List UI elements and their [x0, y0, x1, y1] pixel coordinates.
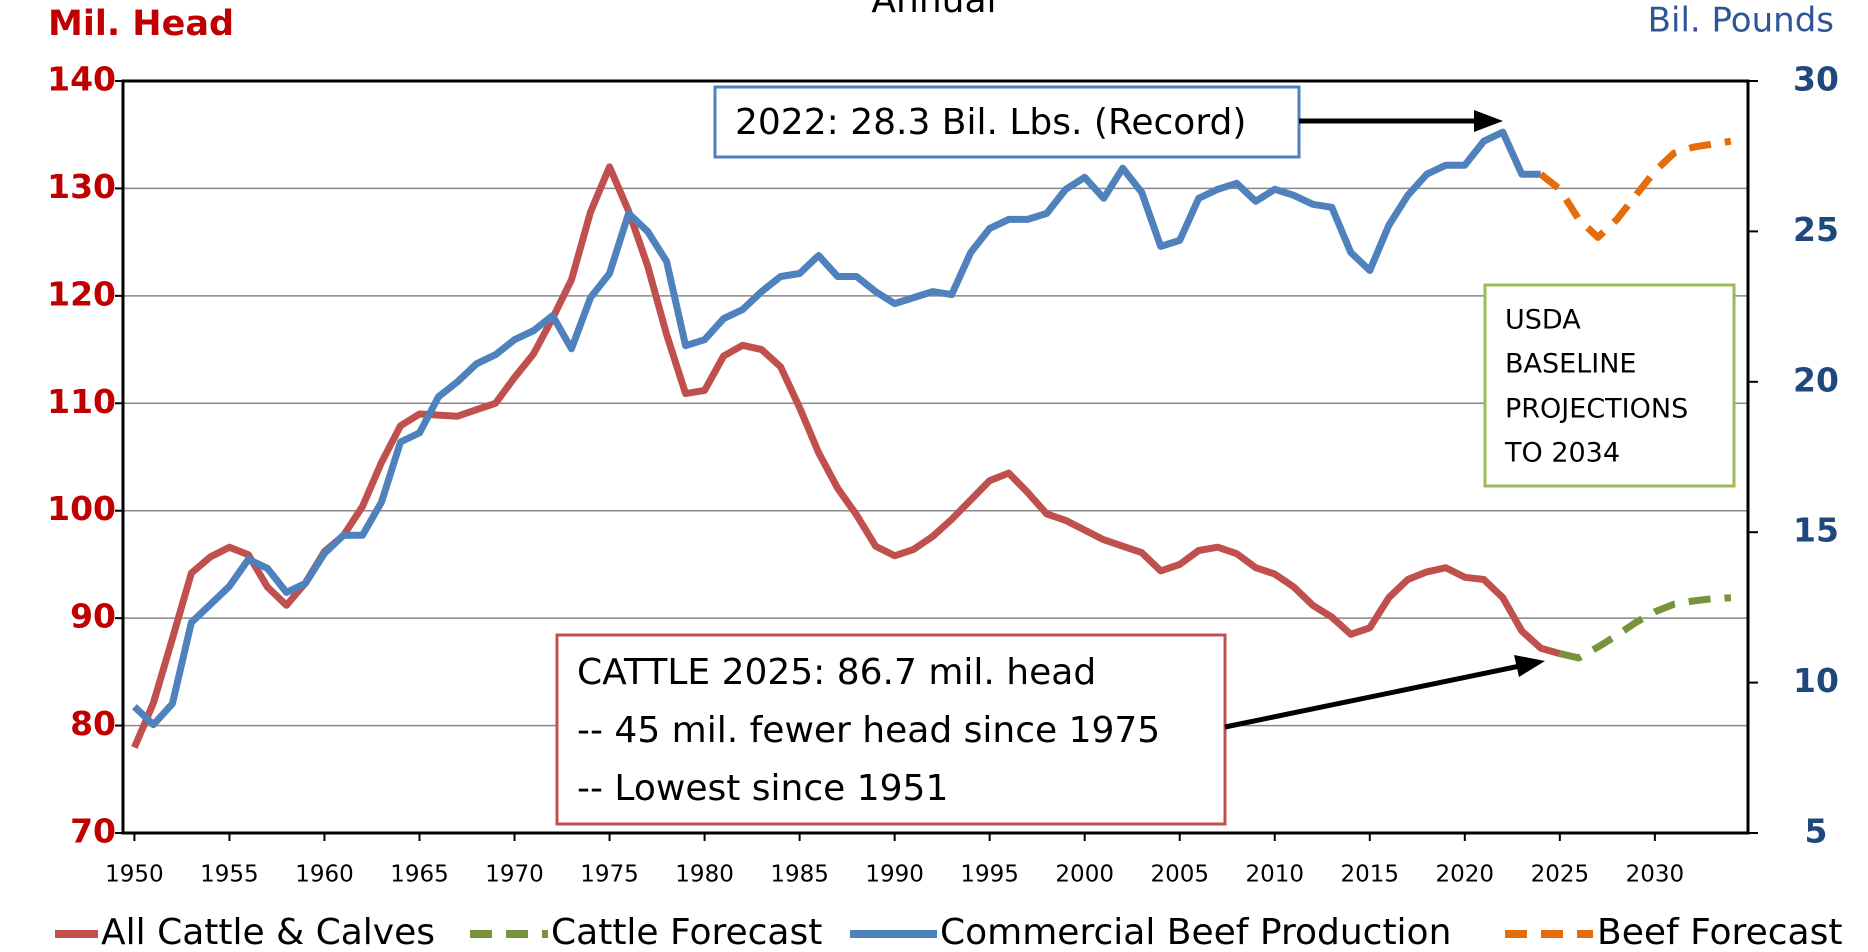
legend: All Cattle & Calves Cattle Forecast Commer… [55, 912, 1842, 952]
x-tick-label: 1990 [865, 862, 924, 888]
x-tick-label: 2025 [1531, 862, 1590, 888]
chart-title: Annual [871, 0, 996, 21]
x-tick-label: 1970 [485, 862, 544, 888]
y-tick-label: 90 [70, 597, 116, 636]
y2-tick-label: 25 [1793, 210, 1839, 249]
arrow [1224, 662, 1526, 730]
y2-tick-label: 20 [1793, 360, 1839, 399]
arrow-head [1474, 110, 1503, 132]
y-axis-title: Mil. Head [48, 4, 234, 44]
usda-box [1483, 283, 1736, 488]
usda-text: BASELINE [1505, 349, 1636, 380]
y-tick-label: 80 [70, 704, 116, 743]
y2-tick-label: 30 [1793, 60, 1839, 99]
x-tick-label: 2020 [1436, 862, 1495, 888]
x-tick-label: 2005 [1150, 862, 1209, 888]
cattle-text: CATTLE 2025: 86.7 mil. head [577, 652, 1096, 693]
record-text: 2022: 28.3 Bil. Lbs. (Record) [735, 102, 1246, 143]
y-tick-label: 100 [47, 489, 116, 528]
y2-tick-label: 10 [1793, 661, 1839, 700]
series-line [131, 128, 1541, 729]
x-tick-label: 1950 [105, 862, 164, 888]
legend-label: All Cattle & Calves [101, 912, 435, 952]
x-tick-label: 2010 [1245, 862, 1304, 888]
y-tick-label: 110 [47, 382, 116, 421]
y2-axis-title: Bil. Pounds [1648, 1, 1834, 41]
series-line [1559, 594, 1732, 662]
y2-tick-label: 15 [1793, 511, 1839, 550]
x-tick-label: 1975 [580, 862, 639, 888]
cattle-text: -- Lowest since 1951 [577, 768, 948, 809]
lines [131, 128, 1732, 749]
y-tick-label: 130 [47, 167, 116, 206]
legend-label: Cattle Forecast [551, 912, 822, 952]
x-tick-label: 1955 [200, 862, 259, 888]
legend-label: Commercial Beef Production [940, 912, 1451, 952]
plot-frame [121, 79, 1750, 835]
x-tick-label: 1960 [295, 862, 354, 888]
series-line [131, 163, 1561, 749]
x-tick-label: 1980 [675, 862, 734, 888]
y2-tick-label: 5 [1805, 812, 1828, 851]
x-tick-label: 1965 [390, 862, 449, 888]
usda-text: USDA [1505, 305, 1581, 336]
usda-text: TO 2034 [1504, 438, 1620, 469]
x-tick-label: 2030 [1626, 862, 1685, 888]
cattle-text: -- 45 mil. fewer head since 1975 [577, 710, 1160, 751]
annotations: 2022: 28.3 Bil. Lbs. (Record) CATTLE 202… [555, 85, 1736, 826]
y-tick-label: 120 [47, 274, 116, 313]
x-tick-label: 2000 [1055, 862, 1114, 888]
x-tick-label: 1985 [770, 862, 829, 888]
series-line [1538, 137, 1732, 241]
x-tick-label: 2015 [1341, 862, 1400, 888]
y-tick-label: 140 [47, 60, 116, 99]
y-tick-label: 70 [70, 812, 116, 851]
legend-label: Beef Forecast [1597, 912, 1842, 952]
cattle-box [555, 633, 1227, 826]
usda-text: PROJECTIONS [1505, 394, 1688, 425]
arrow-head [1514, 655, 1545, 677]
x-tick-label: 1995 [960, 862, 1019, 888]
